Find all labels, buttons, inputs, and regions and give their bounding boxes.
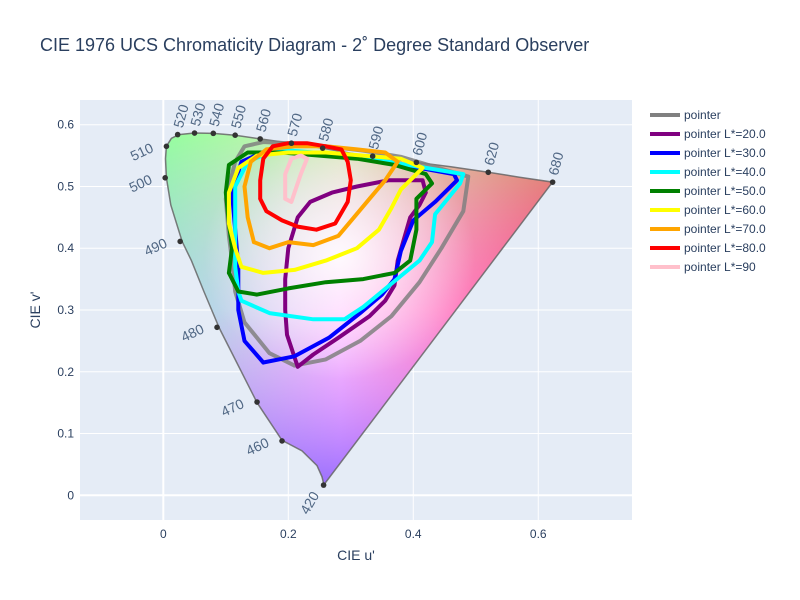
legend-item[interactable]: pointer L*=50.0 [650, 184, 766, 198]
wavelength-label: 530 [187, 101, 209, 128]
legend-label: pointer L*=70.0 [684, 222, 766, 236]
wavelength-marker [257, 136, 263, 142]
series-line [242, 144, 400, 251]
wavelength-label: 620 [481, 140, 503, 167]
legend-item[interactable]: pointer L*=60.0 [650, 203, 766, 217]
y-tick-label: 0.4 [57, 241, 74, 255]
y-tick-labels: 0 0.1 0.2 0.3 0.4 0.5 0.6 [57, 118, 74, 503]
wavelength-label: 520 [170, 102, 192, 129]
y-tick-label: 0.5 [57, 179, 74, 193]
x-tick-label: 0 [160, 527, 167, 541]
x-tick-label: 0.6 [530, 527, 547, 541]
wavelength-label: 560 [253, 107, 275, 134]
legend-label: pointer L*=90 [684, 260, 756, 274]
x-tick-label: 0.2 [280, 527, 297, 541]
wavelength-marker [369, 153, 376, 160]
y-axis-title: CIE v' [27, 292, 43, 329]
legend-label: pointer L*=80.0 [684, 241, 766, 255]
legend-item[interactable]: pointer L*=90 [650, 260, 756, 274]
wavelength-marker [177, 238, 183, 245]
legend-label: pointer L*=30.0 [684, 146, 766, 160]
y-tick-label: 0.3 [57, 303, 74, 317]
series-group [223, 140, 471, 369]
y-tick-label: 0.1 [57, 427, 74, 441]
x-tick-label: 0.4 [405, 527, 422, 541]
wavelength-marker [163, 143, 170, 150]
series-line [283, 153, 309, 204]
wavelength-label: 550 [228, 103, 250, 130]
wavelength-marker [485, 169, 492, 176]
wavelength-label: 540 [206, 101, 228, 128]
series-line [233, 147, 466, 322]
series-line [226, 150, 425, 275]
legend-label: pointer [684, 108, 721, 122]
wavelength-label: 570 [284, 111, 306, 138]
wavelength-label: 600 [409, 130, 431, 157]
x-tick-labels: 0 0.2 0.4 0.6 [160, 527, 547, 541]
wavelength-marker [232, 132, 238, 139]
series-line [258, 141, 353, 232]
wavelength-label: 680 [545, 150, 567, 177]
legend-label: pointer L*=40.0 [684, 165, 766, 179]
legend-item[interactable]: pointer L*=80.0 [650, 241, 766, 255]
legend-item[interactable]: pointer L*=70.0 [650, 222, 766, 236]
wavelength-label: 590 [365, 124, 387, 151]
wavelength-marker [162, 175, 168, 181]
legend-item[interactable]: pointer L*=30.0 [650, 146, 766, 160]
wavelength-marker [279, 438, 285, 444]
wavelength-marker [319, 145, 326, 151]
wavelength-marker [210, 130, 217, 137]
wavelength-marker [320, 482, 327, 488]
wavelength-marker [413, 159, 420, 166]
legend-item[interactable]: pointer L*=40.0 [650, 165, 766, 179]
x-axis-title: CIE u' [337, 547, 375, 563]
legend-label: pointer L*=20.0 [684, 127, 766, 141]
wavelength-marker [214, 324, 220, 331]
legend: pointer pointer L*=20.0 pointer L*=30.0 poi… [650, 108, 766, 274]
legend-item[interactable]: pointer L*=20.0 [650, 127, 766, 141]
wavelength-label: 580 [315, 116, 337, 143]
wavelength-marker [288, 140, 295, 147]
chart-title: CIE 1976 UCS Chromaticity Diagram - 2˚ D… [40, 35, 589, 55]
wavelength-marker [191, 130, 198, 136]
legend-item[interactable]: pointer [650, 108, 721, 122]
wavelength-marker [254, 399, 260, 405]
legend-label: pointer L*=50.0 [684, 184, 766, 198]
wavelength-marker [174, 131, 181, 138]
y-tick-label: 0.6 [57, 118, 74, 132]
series-line [223, 150, 434, 297]
y-tick-label: 0 [67, 488, 74, 502]
y-tick-label: 0.2 [57, 365, 74, 379]
legend-label: pointer L*=60.0 [684, 203, 766, 217]
wavelength-marker [549, 179, 556, 185]
